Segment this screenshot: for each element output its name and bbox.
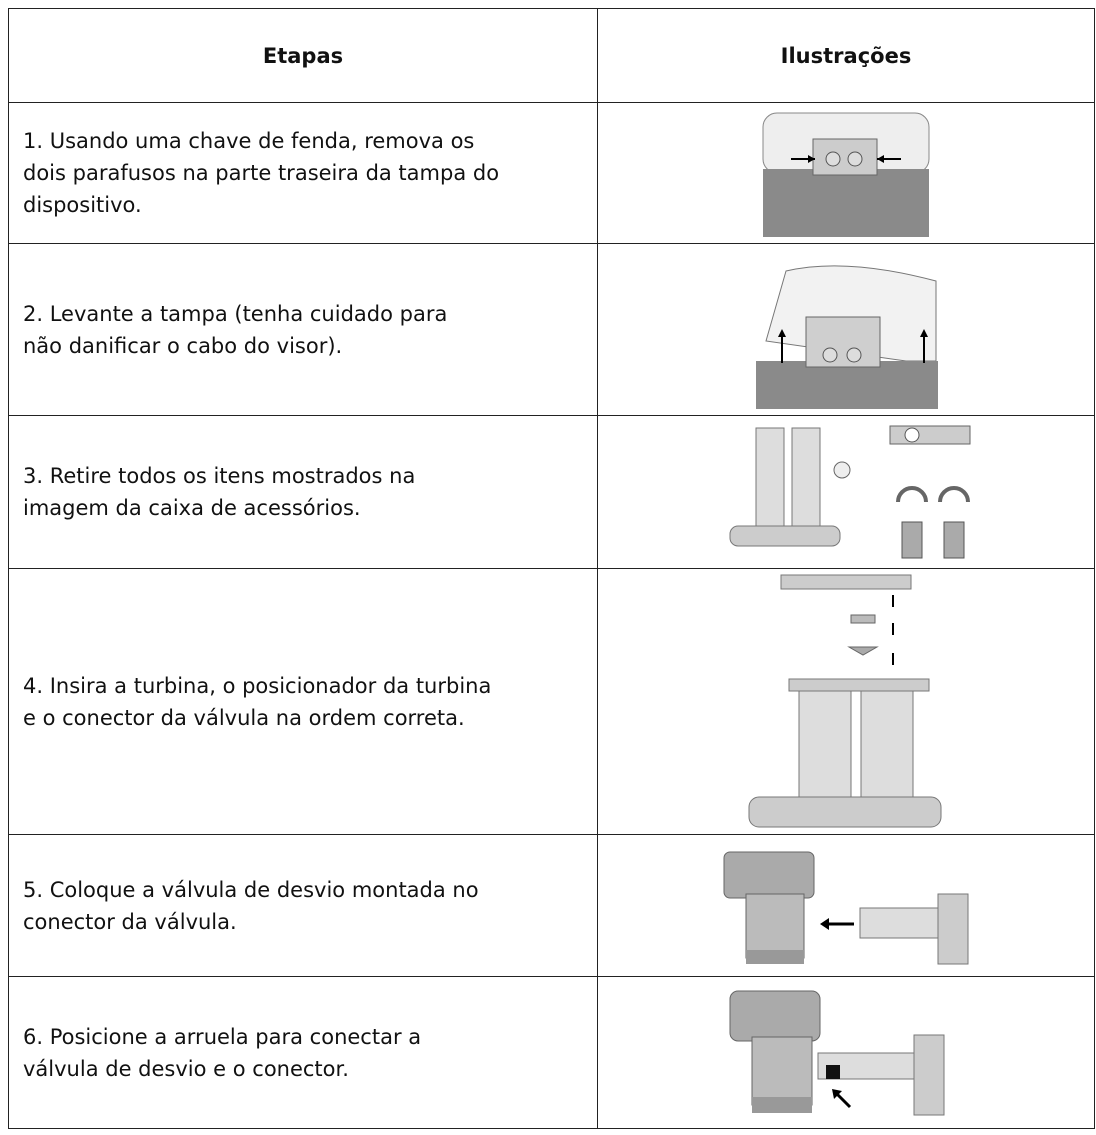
illustration-part [850, 614, 876, 623]
illustration-part [943, 521, 965, 559]
illustration-part [748, 796, 942, 827]
illustration-part [904, 427, 920, 443]
illustration-part [780, 574, 912, 589]
illustration-part [847, 151, 863, 167]
illustration-part [745, 893, 805, 958]
illustration-part [746, 949, 804, 964]
illustration-part [798, 690, 852, 799]
illustration [723, 851, 969, 964]
illustration-part [756, 360, 938, 409]
header-cell: Etapas [8, 8, 598, 103]
step-text: dispositivo. [23, 193, 142, 217]
step-text: 4. Insira a turbina, o posicionador da t… [23, 673, 492, 698]
illustration-part [729, 990, 821, 1041]
illustration-part [896, 486, 928, 503]
step-cell: 1. Usando uma chave de fenda, remova os … [8, 102, 598, 244]
step-text: não danificar o cabo do visor). [23, 333, 343, 358]
illustration-part [833, 461, 851, 479]
step-row: 2. Levante a tampa (tenha cuidado para n… [8, 243, 1095, 416]
step-text: 2. Levante a tampa (tenha cuidado para [23, 301, 448, 326]
illustration-part [860, 690, 914, 799]
illustration-part [805, 316, 881, 367]
illustration-part [763, 169, 929, 237]
step-text: imagem da caixa de acessórios. [23, 496, 361, 520]
illustration-part [859, 907, 951, 938]
step-row: 6. Posicione a arruela para conectar a v… [8, 976, 1095, 1129]
header-row: Etapas Ilustrações [8, 8, 1095, 103]
step-row: 4. Insira a turbina, o posicionador da t… [8, 568, 1095, 835]
illustration-cell [597, 102, 1095, 244]
illustration-part [752, 1096, 812, 1113]
header-cell: Ilustrações [597, 8, 1095, 103]
illustration [762, 112, 930, 237]
step-text: dois parafusos na parte traseira da tamp… [23, 161, 500, 185]
illustration-part [723, 851, 815, 898]
illustration-part [834, 1091, 852, 1108]
illustration-part [825, 151, 841, 167]
illustration-part [847, 646, 879, 656]
illustration [748, 574, 942, 827]
step-row: 1. Usando uma chave de fenda, remova os … [8, 102, 1095, 244]
illustration-part [913, 1034, 945, 1115]
step-cell: 3. Retire todos os itens mostrados na im… [8, 415, 598, 569]
step-cell: 4. Insira a turbina, o posicionador da t… [8, 568, 598, 835]
step-cell: 5. Coloque a válvula de desvio montada n… [8, 834, 598, 977]
illustration-part [822, 347, 838, 362]
step-text: 6. Posicione a arruela para conectar a [23, 1024, 422, 1049]
step-text: conector da válvula. [23, 909, 237, 934]
illustration-part [778, 328, 786, 337]
illustration-part [920, 328, 928, 337]
illustration-part [808, 155, 815, 163]
illustration [756, 264, 938, 409]
step-row: 3. Retire todos os itens mostrados na im… [8, 415, 1095, 569]
illustration-part [788, 678, 930, 691]
illustration [729, 425, 971, 559]
illustration-part [826, 1064, 840, 1079]
step-text: válvula de desvio e o conector. [23, 1056, 349, 1081]
illustration-part [729, 525, 841, 547]
illustration-part [820, 917, 829, 930]
step-text: 1. Usando uma chave de fenda, remova os [23, 129, 475, 153]
illustration-part [901, 521, 923, 559]
step-cell: 2. Levante a tampa (tenha cuidado para n… [8, 243, 598, 416]
illustration-part [846, 347, 862, 362]
illustration-part [812, 138, 878, 176]
step-text: e o conector da válvula na ordem correta… [23, 705, 465, 730]
illustration-part [877, 155, 884, 163]
illustration-part [937, 893, 969, 964]
illustration-cell [597, 834, 1095, 977]
steps-table: Etapas Ilustrações 1. Usando uma chave d… [8, 8, 1095, 1129]
illustration-part [791, 427, 821, 529]
illustration-cell [597, 415, 1095, 569]
step-cell: 6. Posicione a arruela para conectar a v… [8, 976, 598, 1129]
illustration-cell [597, 976, 1095, 1129]
step-text: 3. Retire todos os itens mostrados na [23, 464, 416, 488]
illustration-part [755, 427, 785, 529]
illustration-part [889, 425, 971, 445]
illustration-part [832, 1088, 842, 1099]
illustration-part [938, 486, 970, 503]
illustration-cell [597, 568, 1095, 835]
step-row: 5. Coloque a válvula de desvio montada n… [8, 834, 1095, 977]
step-text: 5. Coloque a válvula de desvio montada n… [23, 877, 479, 902]
illustration [729, 990, 945, 1115]
illustration-part [751, 1036, 813, 1105]
illustration-cell [597, 243, 1095, 416]
